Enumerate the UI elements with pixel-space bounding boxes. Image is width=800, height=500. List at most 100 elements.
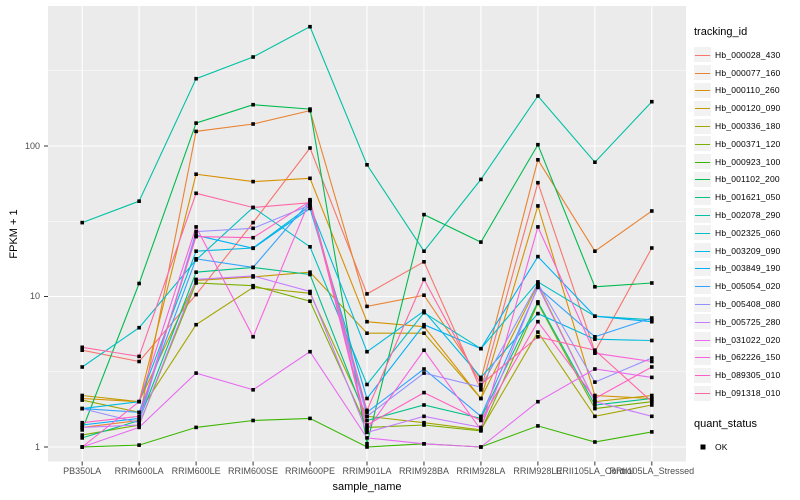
data-point: [479, 445, 483, 449]
x-tick-label: PB350LA: [63, 466, 102, 476]
data-point: [194, 234, 198, 239]
data-point: [137, 359, 141, 364]
legend-item-label: Hb_000336_180: [715, 121, 781, 132]
data-point: [650, 365, 654, 369]
legend-key-line-icon: [694, 349, 711, 365]
legend-key-line-icon: [694, 136, 711, 152]
data-point: [308, 203, 312, 207]
legend-item: Hb_005725_280: [694, 313, 798, 331]
legend-item: Hb_000077_160: [694, 64, 798, 82]
data-point: [593, 414, 597, 419]
data-point: [479, 414, 483, 419]
data-point: [650, 430, 654, 434]
data-point: [479, 385, 483, 389]
data-point: [365, 292, 369, 296]
data-point: [479, 418, 483, 423]
legend-item: Hb_000028_430: [694, 46, 798, 64]
legend-item: Hb_062226_150: [694, 349, 798, 367]
legend-item-label: Hb_003849_190: [715, 263, 781, 274]
x-tick-label: RRII105LA_Stressed: [609, 466, 695, 476]
data-point: [251, 265, 255, 270]
data-point: [80, 423, 84, 427]
data-point: [137, 443, 141, 447]
data-point: [80, 445, 84, 449]
data-point: [137, 423, 141, 427]
data-point: [650, 209, 654, 213]
data-point: [650, 375, 654, 380]
data-point: [194, 172, 198, 176]
data-point: [137, 410, 141, 415]
y-tick-label: 10: [29, 291, 40, 301]
data-point: [593, 393, 597, 398]
data-point: [80, 436, 84, 440]
data-point: [80, 425, 84, 430]
data-point: [650, 356, 654, 360]
data-point: [536, 180, 540, 185]
legend-key-line-icon: [694, 100, 711, 116]
data-point: [422, 212, 426, 217]
legend-quant-status: quant_status OK: [694, 418, 798, 456]
data-point: [365, 436, 369, 440]
data-point: [536, 281, 540, 286]
data-point: [479, 425, 483, 430]
data-point: [422, 260, 426, 264]
legend-item-label: Hb_005408_080: [715, 299, 781, 310]
x-tick-label: RRIM928BA: [398, 466, 449, 476]
data-point: [593, 348, 597, 352]
legend-item: Hb_001621_050: [694, 188, 798, 206]
data-point: [251, 335, 255, 339]
data-point: [536, 330, 540, 334]
data-point: [422, 348, 426, 352]
data-point: [251, 102, 255, 107]
data-point: [650, 316, 654, 320]
y-tick-label: 1: [34, 441, 40, 452]
legend-key-line-icon: [694, 189, 711, 205]
data-point: [365, 445, 369, 449]
legend-item: Hb_000923_100: [694, 153, 798, 171]
data-point: [137, 416, 141, 421]
data-point: [479, 377, 483, 382]
data-point: [137, 414, 141, 419]
data-point: [308, 270, 312, 274]
data-point: [194, 229, 198, 234]
legend-item-label: Hb_005725_280: [715, 316, 781, 327]
data-point: [422, 277, 426, 282]
data-point: [593, 406, 597, 411]
data-point: [536, 319, 540, 324]
data-point: [593, 380, 597, 384]
data-point: [593, 403, 597, 407]
data-point: [536, 142, 540, 147]
legend-key-line-icon: [694, 154, 711, 170]
data-point: [593, 367, 597, 371]
legend-item: Hb_002078_290: [694, 206, 798, 224]
data-point: [80, 345, 84, 350]
data-point: [650, 319, 654, 324]
data-point: [422, 331, 426, 335]
legend-key-line-icon: [694, 296, 711, 312]
y-axis-title: FPKM + 1: [8, 209, 20, 259]
data-point: [536, 254, 540, 259]
data-point: [194, 281, 198, 285]
data-point: [365, 410, 369, 415]
data-point: [194, 121, 198, 125]
data-point: [650, 359, 654, 364]
data-point: [137, 281, 141, 286]
legend-item-label: Hb_002078_290: [715, 210, 781, 221]
data-point: [593, 160, 597, 164]
legend-key-line-icon: [694, 278, 711, 294]
x-tick-label: RRII105LA_Control: [555, 466, 634, 476]
data-point: [593, 314, 597, 318]
data-point: [194, 292, 198, 297]
data-point: [251, 235, 255, 240]
legend-item: Hb_003849_190: [694, 260, 798, 278]
x-tick-label: RRIM600LA: [114, 466, 164, 476]
data-point: [194, 257, 198, 261]
data-point: [422, 309, 426, 313]
data-point: [137, 425, 141, 430]
data-point: [194, 225, 198, 229]
data-point: [365, 423, 369, 427]
data-point: [422, 442, 426, 446]
data-point: [479, 177, 483, 182]
